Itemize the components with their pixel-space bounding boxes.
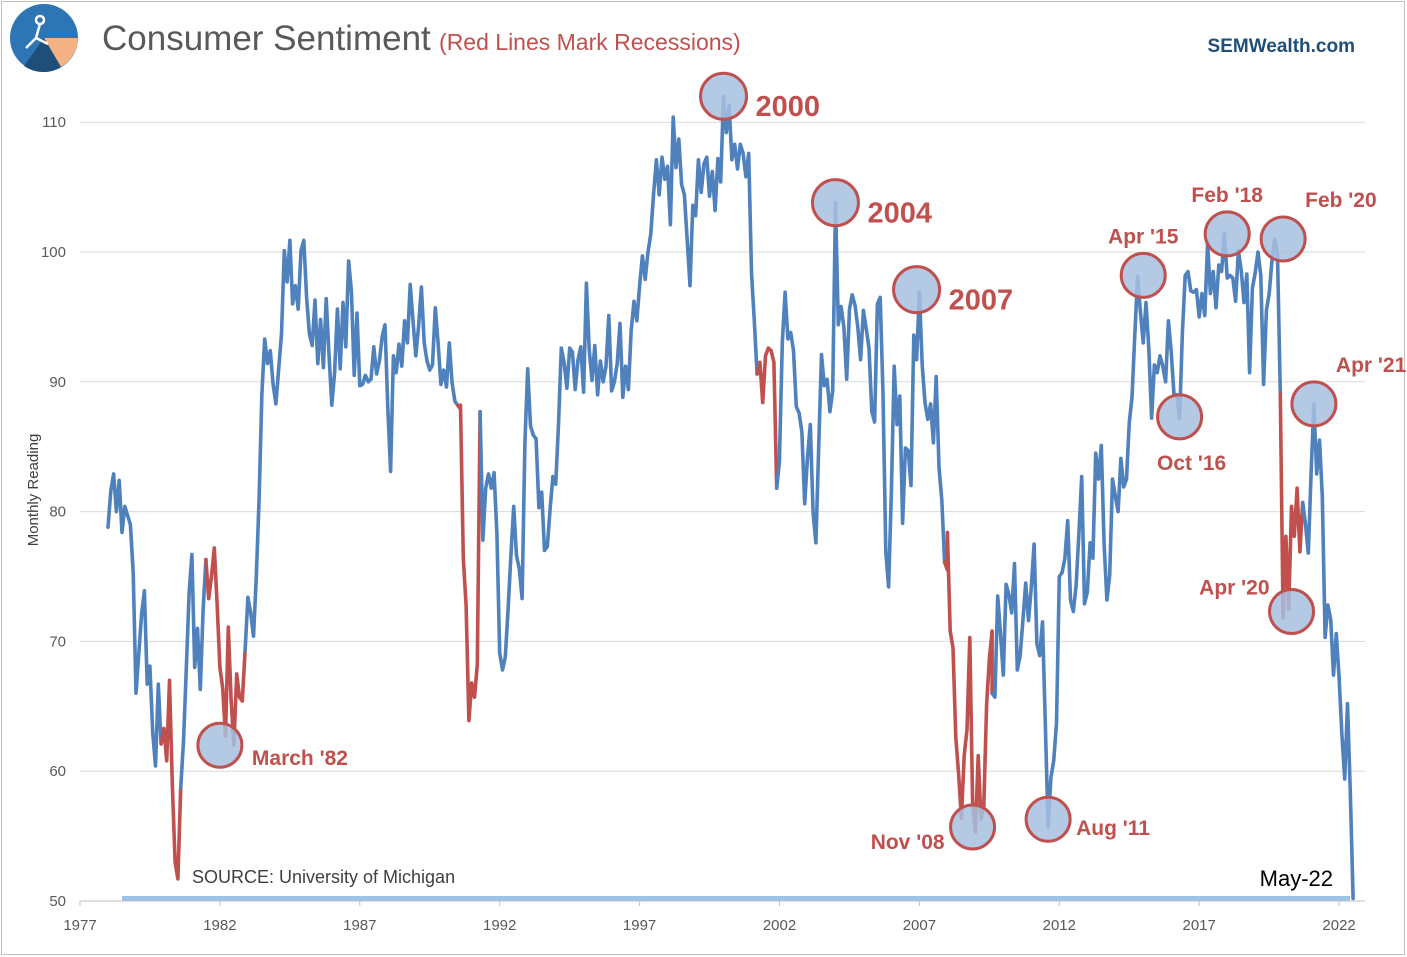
x-tick-label-2022: 2022: [1322, 917, 1355, 934]
recession-segment-0: [159, 678, 183, 881]
chart-title: Consumer Sentiment: [102, 19, 431, 58]
x-tick-label-1992: 1992: [483, 917, 516, 934]
annotation-marker-2: [810, 178, 860, 228]
recession-segment-3: [755, 346, 779, 490]
gridlines: [80, 121, 1365, 772]
sentiment-line-segment-5: [990, 232, 1283, 829]
x-tick-label-1987: 1987: [343, 917, 376, 934]
annotation-marker-9: [1259, 215, 1307, 263]
sentiment-line-segment-3: [478, 94, 759, 672]
annotation-label-7: Oct '16: [1157, 452, 1226, 475]
x-tick-label-1977: 1977: [63, 917, 96, 934]
annotation-label-5: Aug '11: [1076, 817, 1150, 840]
annotation-label-6: Apr '15: [1108, 225, 1179, 248]
annotation-marker-10: [1268, 588, 1316, 636]
x-tick-label-1997: 1997: [623, 917, 656, 934]
x-tick-label-2007: 2007: [903, 917, 936, 934]
annotation-marker-0: [196, 721, 244, 769]
annotation-label-4: Nov '08: [871, 831, 945, 854]
annotation-label-8: Feb '18: [1191, 184, 1263, 207]
y-tick-label-110: 110: [42, 114, 66, 131]
annotation-marker-6: [1119, 251, 1167, 299]
chart-subtitle: (Red Lines Mark Recessions): [439, 29, 741, 55]
annotation-label-1: 2000: [756, 91, 821, 123]
sentiment-line-segment-0: [106, 472, 163, 768]
logo: [10, 4, 78, 72]
annotation-label-11: Apr '21: [1336, 354, 1407, 377]
annotation-label-0: March '82: [252, 747, 348, 770]
y-tick-label-90: 90: [49, 374, 66, 391]
y-axis-label: Monthly Reading: [25, 434, 42, 547]
x-tick-label-2017: 2017: [1183, 917, 1216, 934]
sentiment-line-segment-4: [774, 200, 947, 589]
latest-date-label: May-22: [1260, 866, 1333, 891]
y-tick-label-50: 50: [49, 893, 66, 910]
recession-segment-4: [942, 530, 994, 834]
y-tick-label-80: 80: [49, 504, 66, 521]
x-tick-label-1982: 1982: [203, 917, 236, 934]
recession-segment-5: [1278, 391, 1305, 620]
x-tick-label-2002: 2002: [763, 917, 796, 934]
annotation-marker-5: [1024, 795, 1072, 843]
y-tick-label-100: 100: [41, 244, 66, 261]
sentiment-line-segment-1: [178, 552, 208, 790]
annotation-label-9: Feb '20: [1305, 189, 1377, 212]
annotation-marker-3: [892, 265, 942, 315]
sentiment-line-segment-6: [1300, 402, 1355, 901]
y-tick-label-70: 70: [49, 633, 66, 650]
annotation-label-10: Apr '20: [1199, 577, 1269, 600]
annotation-marker-11: [1290, 380, 1338, 428]
x-axis-baseline-bar: [122, 896, 1350, 901]
annotation-marker-8: [1203, 210, 1251, 258]
recession-segment-1: [204, 546, 247, 747]
series-layer: [106, 94, 1355, 901]
annotation-marker-1: [699, 71, 749, 121]
y-axis-ticks: 50 60 70 80 90 100 110: [41, 114, 66, 910]
x-tick-label-2012: 2012: [1043, 917, 1076, 934]
y-tick-label-60: 60: [49, 763, 66, 780]
recession-segment-2: [455, 403, 482, 723]
annotations-layer: March '82 2000 2004 2007 Nov '08 Aug '11 Apr '…: [196, 71, 1407, 854]
annotation-marker-7: [1156, 393, 1204, 441]
annotation-label-3: 2007: [949, 285, 1014, 317]
x-axis-ticks: 1977 1982 1987 1992 1997 2002 2007 2012 2017 2022: [63, 901, 1356, 934]
brand-label: SEMWealth.com: [1208, 36, 1355, 57]
annotation-marker-4: [949, 803, 997, 851]
annotation-label-2: 2004: [867, 198, 932, 230]
sentiment-line-segment-2: [243, 238, 460, 653]
source-label: SOURCE: University of Michigan: [192, 867, 455, 887]
